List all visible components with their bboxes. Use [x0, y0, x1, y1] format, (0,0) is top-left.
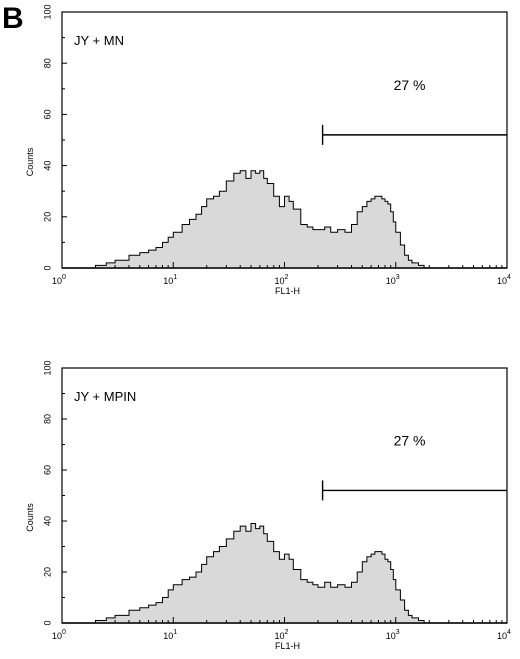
y-tick-label: 100	[42, 360, 52, 375]
y-tick-label: 80	[42, 414, 52, 424]
x-tick-label: 102	[275, 629, 289, 641]
y-tick-label: 20	[42, 212, 52, 222]
x-tick-exponent: 4	[507, 629, 511, 636]
x-tick-exponent: 4	[507, 274, 511, 281]
x-tick-base: 10	[163, 276, 173, 286]
x-tick-label: 102	[275, 274, 289, 286]
x-tick-exponent: 1	[173, 629, 177, 636]
x-tick-exponent: 3	[396, 274, 400, 281]
y-tick-label: 20	[42, 567, 52, 577]
y-tick-label: 0	[42, 265, 52, 270]
x-tick-exponent: 3	[396, 629, 400, 636]
sample-label: JY + MPIN	[74, 389, 136, 404]
gate-percent-label: 27 %	[394, 432, 426, 448]
x-tick-label: 100	[52, 274, 66, 286]
x-tick-base: 10	[386, 276, 396, 286]
x-tick-exponent: 0	[62, 274, 66, 281]
x-tick-label: 103	[386, 274, 400, 286]
histogram-outline	[62, 170, 430, 269]
x-tick-base: 10	[52, 276, 62, 286]
x-tick-label: 101	[163, 274, 177, 286]
x-tick-base: 10	[386, 631, 396, 641]
x-tick-base: 10	[275, 631, 285, 641]
x-tick-exponent: 2	[285, 274, 289, 281]
x-tick-exponent: 1	[173, 274, 177, 281]
panel-letter: B	[2, 2, 24, 35]
x-axis-title: FL1-H	[275, 641, 300, 651]
histogram-area	[62, 170, 430, 268]
x-tick-label: 103	[386, 629, 400, 641]
histogram-outline	[62, 523, 430, 624]
x-tick-exponent: 0	[62, 629, 66, 636]
x-tick-base: 10	[275, 276, 285, 286]
x-tick-base: 10	[497, 276, 507, 286]
y-tick-label: 40	[42, 161, 52, 171]
x-axis-title: FL1-H	[275, 286, 300, 296]
gate-percent-label: 27 %	[394, 77, 426, 93]
x-tick-base: 10	[497, 631, 507, 641]
y-tick-label: 40	[42, 516, 52, 526]
y-tick-label: 0	[42, 620, 52, 625]
x-tick-label: 100	[52, 629, 66, 641]
x-tick-label: 104	[497, 274, 511, 286]
x-tick-exponent: 2	[285, 629, 289, 636]
y-tick-label: 80	[42, 58, 52, 68]
x-tick-label: 104	[497, 629, 511, 641]
y-tick-label: 60	[42, 109, 52, 119]
y-axis-title: Counts	[25, 503, 35, 532]
x-tick-base: 10	[163, 631, 173, 641]
x-tick-base: 10	[52, 631, 62, 641]
histogram-area	[62, 523, 430, 623]
x-tick-label: 101	[163, 629, 177, 641]
sample-label: JY + MN	[74, 33, 124, 48]
y-axis-title: Counts	[25, 147, 35, 176]
y-tick-label: 60	[42, 465, 52, 475]
y-tick-label: 100	[42, 4, 52, 19]
